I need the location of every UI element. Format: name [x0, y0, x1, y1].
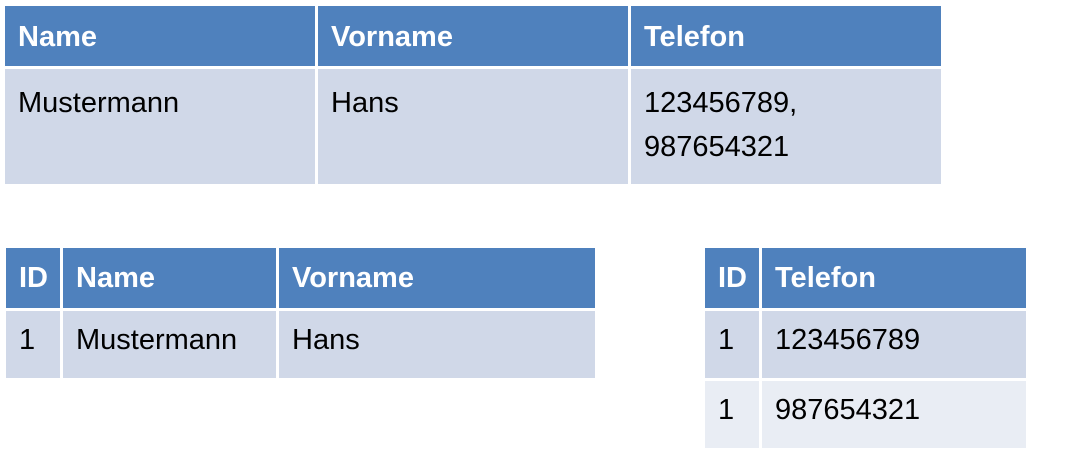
column-header-id: ID	[6, 248, 60, 308]
phone-table: ID Telefon 1 123456789 1 987654321	[702, 245, 1029, 451]
table-row: 1 987654321	[705, 381, 1026, 448]
table-header-row: ID Telefon	[705, 248, 1026, 308]
column-header-vorname: Vorname	[318, 6, 628, 66]
table-row: Mustermann Hans 123456789, 987654321	[5, 69, 941, 184]
column-header-name: Name	[63, 248, 276, 308]
unnormalized-table: Name Vorname Telefon Mustermann Hans 123…	[2, 3, 944, 187]
table-row: 1 123456789	[705, 311, 1026, 378]
table-header-row: Name Vorname Telefon	[5, 6, 941, 66]
cell-telefon: 123456789, 987654321	[631, 69, 941, 184]
cell-vorname: Hans	[318, 69, 628, 184]
cell-telefon: 987654321	[762, 381, 1026, 448]
person-table: ID Name Vorname 1 Mustermann Hans	[3, 245, 598, 381]
column-header-name: Name	[5, 6, 315, 66]
table-row: 1 Mustermann Hans	[6, 311, 595, 378]
cell-id: 1	[705, 381, 759, 448]
cell-id: 1	[6, 311, 60, 378]
table-header-row: ID Name Vorname	[6, 248, 595, 308]
cell-telefon-line-2: 987654321	[644, 131, 790, 163]
column-header-telefon: Telefon	[762, 248, 1026, 308]
cell-telefon-line-1: 123456789,	[644, 87, 798, 119]
cell-id: 1	[705, 311, 759, 378]
cell-vorname: Hans	[279, 311, 595, 378]
cell-name: Mustermann	[63, 311, 276, 378]
cell-telefon: 123456789	[762, 311, 1026, 378]
column-header-telefon: Telefon	[631, 6, 941, 66]
column-header-vorname: Vorname	[279, 248, 595, 308]
cell-name: Mustermann	[5, 69, 315, 184]
column-header-id: ID	[705, 248, 759, 308]
